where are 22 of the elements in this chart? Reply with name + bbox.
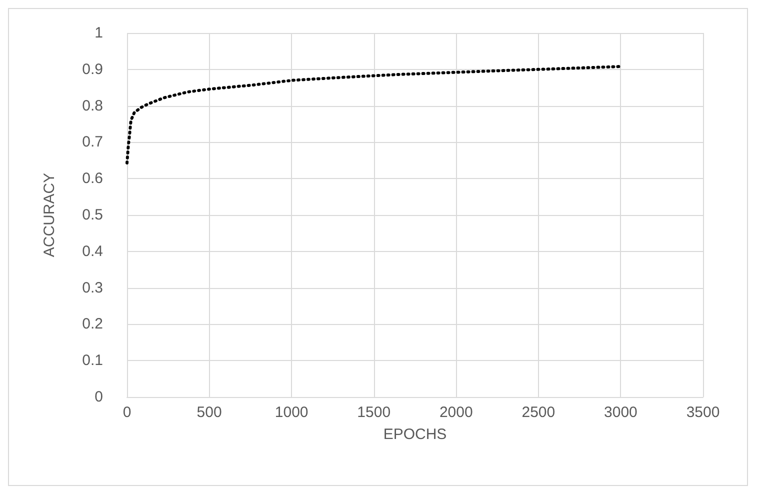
y-tick-label: 1 — [94, 24, 103, 42]
line-series — [126, 64, 622, 164]
y-axis-title: ACCURACY — [41, 172, 58, 258]
x-tick-label: 1500 — [357, 404, 391, 421]
x-tick-label: 2000 — [439, 404, 473, 421]
x-tick-label: 3500 — [686, 404, 720, 421]
y-tick-label: 0.4 — [82, 242, 103, 260]
x-tick-label: 3000 — [604, 404, 638, 421]
y-tick-label: 0.1 — [82, 352, 103, 370]
x-tick-label: 0 — [122, 404, 132, 421]
y-tick-label: 0.7 — [82, 134, 103, 151]
y-tick-label: 0.5 — [82, 206, 103, 224]
x-axis-title: EPOCHS — [383, 426, 447, 443]
y-tick-label: 0.6 — [82, 170, 103, 188]
y-tick-label: 0.9 — [82, 60, 103, 78]
y-tick-label: 0.3 — [82, 279, 103, 296]
y-tick-label: 0.2 — [82, 316, 103, 333]
x-tick-label: 2500 — [522, 404, 556, 421]
y-tick-label: 0.8 — [82, 97, 103, 114]
x-tick-label: 500 — [196, 404, 222, 421]
x-tick-label: 1000 — [274, 404, 308, 421]
y-tick-label: 0 — [94, 388, 103, 406]
